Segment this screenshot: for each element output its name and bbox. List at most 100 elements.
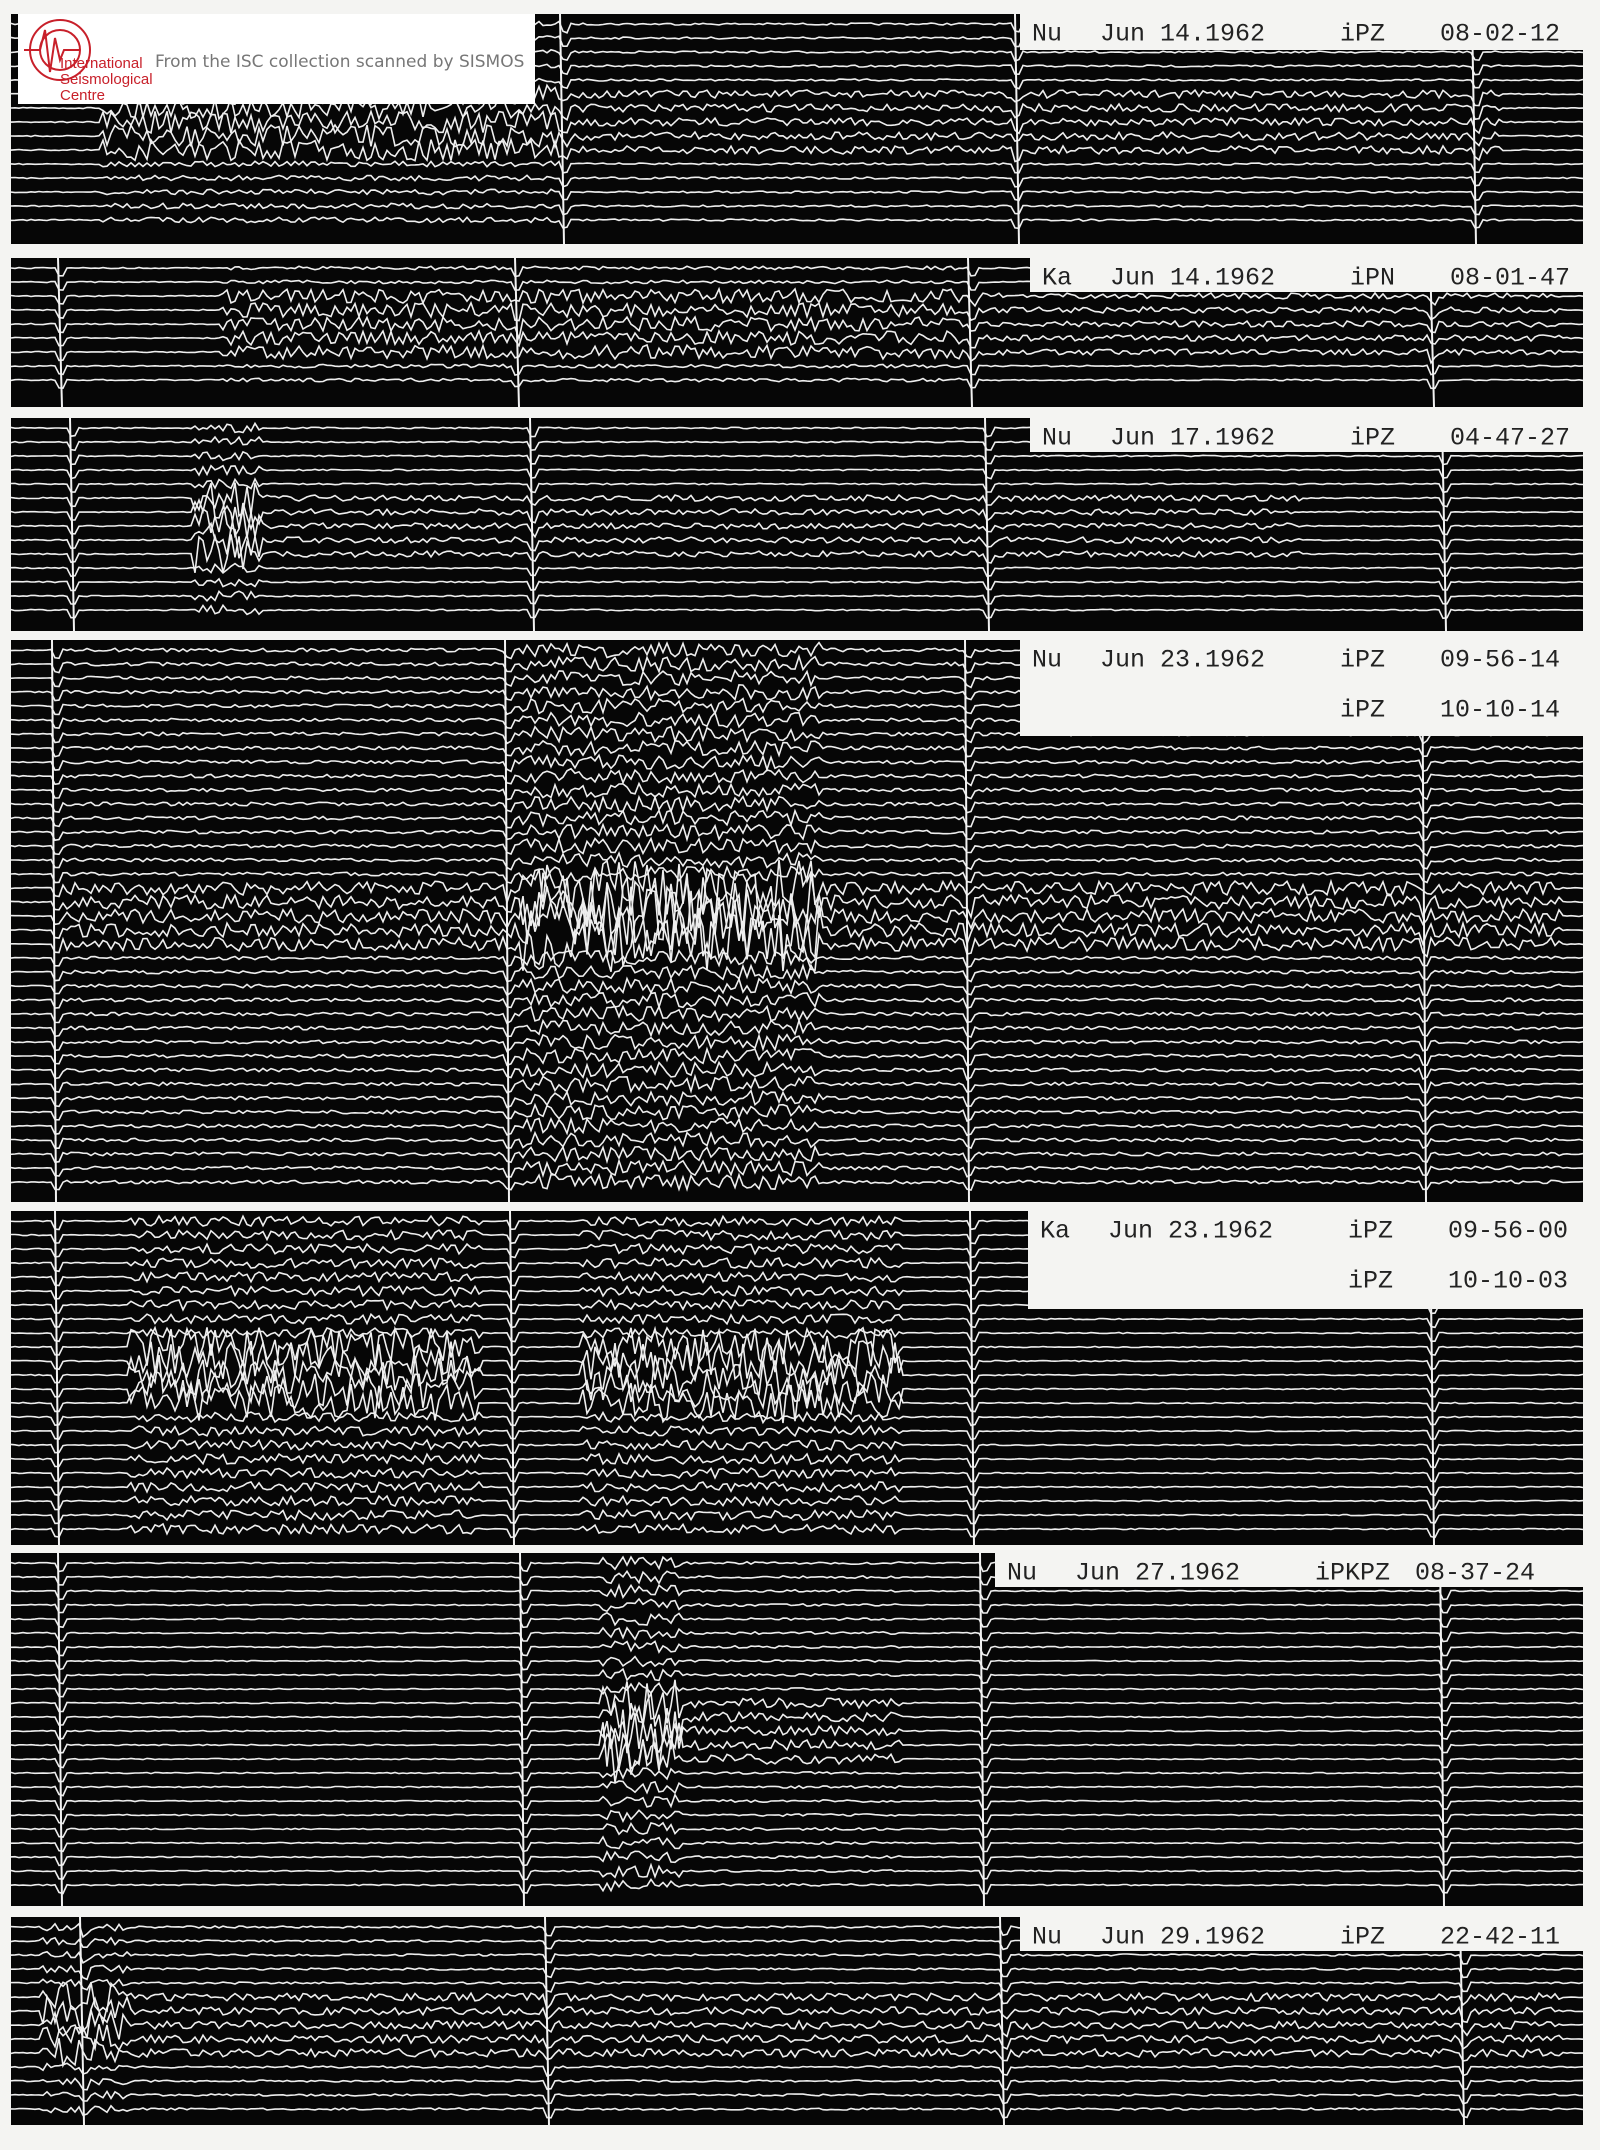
station: Nu (1042, 424, 1072, 453)
phase: iPZ (1350, 424, 1395, 453)
trace (11, 850, 1584, 871)
trace (10, 1326, 1584, 1343)
label-box (1020, 1917, 1589, 1951)
trace (10, 1130, 1584, 1150)
minute-mark (69, 417, 75, 632)
label-box (1030, 418, 1589, 452)
station: Nu (1032, 20, 1062, 49)
trace (10, 794, 1584, 814)
trace (10, 1722, 1584, 1771)
minute-mark (964, 639, 970, 1203)
phase: iPN (1350, 264, 1395, 293)
trace (10, 836, 1584, 857)
trace (10, 1850, 1583, 1867)
trace (10, 1640, 1584, 1657)
trace (10, 1325, 1584, 1370)
trace (10, 577, 1584, 592)
time: 08-02-12 (1440, 20, 1560, 49)
minute-mark (1441, 417, 1447, 632)
date: Jun 14.1962 (1100, 20, 1265, 49)
trace (10, 1046, 1584, 1067)
trace (10, 1978, 1584, 1993)
trace (10, 2104, 1584, 2119)
station: Nu (1032, 646, 1062, 675)
trace (10, 1102, 1583, 1123)
trace (10, 1821, 1584, 1839)
logo-box (18, 14, 535, 104)
time: 22-42-11 (1440, 1923, 1560, 1952)
trace (10, 603, 1584, 620)
trace (10, 343, 1584, 365)
phase: iPZ (1340, 646, 1385, 675)
trace (10, 1172, 1584, 1192)
trace (10, 1522, 1584, 1539)
trace (10, 1033, 1584, 1053)
phase: iPZ (1340, 696, 1385, 725)
minute-mark (969, 1210, 975, 1546)
label-box (995, 1553, 1589, 1587)
trace (10, 2077, 1584, 2091)
minute-mark (1014, 13, 1020, 245)
minute-mark (979, 1552, 985, 1907)
trace (10, 1410, 1583, 1427)
station: Ka (1040, 1217, 1070, 1246)
trace (10, 1655, 1584, 1671)
minute-mark (514, 257, 520, 408)
logo: International Seismological Centre From … (18, 14, 535, 104)
trace (10, 2062, 1584, 2077)
time: 08-01-47 (1450, 264, 1570, 293)
trace (10, 492, 1584, 532)
seismogram-panel: Nu Jun 29.1962 iPZ 22-42-11 (10, 1916, 1589, 2126)
trace (10, 781, 1584, 801)
trace (10, 1611, 1584, 1629)
label-box (1028, 1211, 1589, 1309)
minute-mark (57, 257, 63, 408)
trace (10, 1780, 1584, 1797)
trace (10, 1767, 1584, 1783)
panels: Nu Jun 14.1962 iPZ 08-02-12 Ka Jun 14.1962 iPN… (10, 13, 1589, 2126)
seismogram-panel: Ka Jun 23.1962 iPZ 09-56-00 iPZ 10-10-03 (10, 1210, 1589, 1546)
panel-background (11, 1553, 1583, 1906)
trace (10, 1004, 1584, 1025)
panel-label: Nu Jun 27.1962 iPKPZ 08-37-24 (995, 1553, 1589, 1588)
phase: iPKPZ (1315, 1559, 1390, 1588)
phase: iPZ (1340, 20, 1385, 49)
trace (10, 2089, 1584, 2105)
trace (10, 1158, 1584, 1178)
panel-label: Nu Jun 14.1962 iPZ 08-02-12 (1020, 14, 1589, 50)
minute-mark (999, 1916, 1005, 2126)
trace (10, 286, 1584, 308)
trace (10, 739, 1584, 758)
station: Nu (1007, 1559, 1037, 1588)
minute-mark (967, 257, 973, 408)
trace (10, 859, 1584, 918)
trace (10, 1950, 1584, 1965)
trace (10, 1792, 1584, 1811)
date: Jun 27.1962 (1075, 1559, 1240, 1588)
trace (10, 1681, 1584, 1699)
trace (10, 160, 1584, 174)
trace (10, 1312, 1584, 1329)
trace (10, 533, 1583, 573)
trace (10, 216, 1583, 230)
logo-caption: From the ISC collection scanned by SISMO… (155, 52, 524, 72)
logo-line: International (60, 55, 143, 72)
trace (10, 822, 1584, 843)
phase: iPZ (1340, 1923, 1385, 1952)
trace (10, 897, 1584, 960)
minute-mark (1471, 13, 1477, 245)
minute-mark (57, 1552, 63, 1907)
trace (10, 976, 1584, 997)
logo-line: Seismological (60, 71, 153, 88)
date: Jun 17.1962 (1110, 424, 1275, 453)
minute-mark (984, 417, 990, 632)
seismogram-panel: Ka Jun 14.1962 iPN 08-01-47 (10, 257, 1589, 408)
time: 10-10-14 (1440, 696, 1560, 725)
trace (10, 589, 1584, 605)
time: 09-56-14 (1440, 646, 1560, 675)
time: 10-10-03 (1448, 1267, 1568, 1296)
trace (10, 315, 1584, 342)
trace (10, 450, 1584, 466)
trace (10, 1060, 1584, 1081)
trace (10, 1480, 1584, 1497)
